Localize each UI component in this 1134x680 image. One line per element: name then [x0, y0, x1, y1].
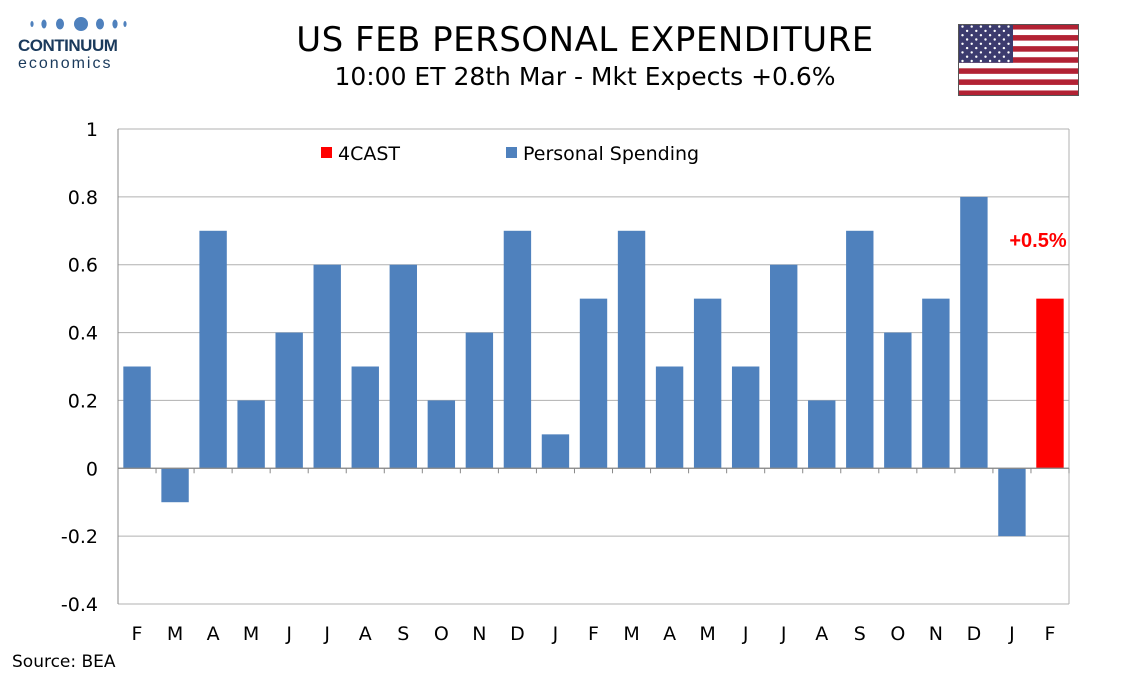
- continuum-logo: CONTINUUM economics: [12, 14, 137, 76]
- spending-bar: [389, 264, 417, 469]
- x-tick-label: N: [472, 623, 486, 645]
- x-tick-label: S: [854, 623, 866, 645]
- spending-bar: [579, 298, 608, 469]
- x-tick-label: J: [285, 623, 292, 645]
- y-tick-label: 0.6: [68, 255, 98, 277]
- y-tick-label: 0.8: [68, 187, 98, 209]
- spending-bar: [313, 264, 341, 469]
- spending-bar: [770, 264, 798, 469]
- x-tick-label: N: [929, 623, 943, 645]
- x-tick-label: M: [623, 623, 639, 645]
- y-tick-label: 0.2: [68, 390, 98, 412]
- spending-bar: [731, 366, 760, 469]
- spending-bar: [503, 230, 532, 469]
- logo-tagline: economics: [18, 55, 113, 72]
- spending-bar: [427, 400, 456, 469]
- x-tick-label: A: [815, 623, 828, 645]
- x-tick-label: J: [1008, 623, 1015, 645]
- spending-bar: [846, 230, 874, 469]
- logo-dots-icon: [30, 17, 127, 31]
- spending-bar: [275, 332, 303, 469]
- x-tick-label: M: [167, 623, 183, 645]
- spending-bar: [693, 298, 722, 469]
- logo-name: CONTINUUM: [18, 36, 118, 55]
- legend-swatch: [321, 147, 332, 158]
- spending-bar: [123, 366, 151, 469]
- spending-bar: [922, 298, 950, 469]
- x-tick-label: S: [397, 623, 409, 645]
- x-tick-label: J: [742, 623, 749, 645]
- x-tick-label: M: [699, 623, 715, 645]
- us-flag-icon: [958, 24, 1079, 96]
- spending-bar: [808, 400, 836, 469]
- x-tick-label: O: [890, 623, 905, 645]
- forecast-bar: [1036, 298, 1064, 469]
- x-tick-label: A: [207, 623, 220, 645]
- spending-bar: [237, 400, 265, 469]
- spending-bar: [541, 434, 570, 469]
- x-tick-label: J: [780, 623, 787, 645]
- forecast-annotation: +0.5%: [1009, 230, 1066, 252]
- spending-bar: [998, 468, 1026, 537]
- y-tick-label: -0.4: [61, 594, 98, 616]
- x-tick-label: M: [243, 623, 259, 645]
- spending-bar: [960, 196, 988, 469]
- x-tick-label: A: [359, 623, 372, 645]
- spending-bar: [161, 468, 189, 503]
- x-tick-label: F: [588, 623, 599, 645]
- x-tick-label: J: [552, 623, 559, 645]
- x-tick-label: J: [323, 623, 330, 645]
- chart-subtitle: 10:00 ET 28th Mar - Mkt Expects +0.6%: [334, 62, 836, 91]
- x-tick-label: F: [1045, 623, 1056, 645]
- x-tick-label: D: [967, 623, 982, 645]
- chart-title: US FEB PERSONAL EXPENDITURE: [296, 20, 874, 60]
- y-tick-label: 1: [86, 119, 98, 141]
- x-tick-label: F: [132, 623, 143, 645]
- x-tick-label: D: [510, 623, 525, 645]
- x-tick-label: O: [434, 623, 449, 645]
- spending-bar: [465, 332, 494, 469]
- spending-bar: [884, 332, 912, 469]
- spending-bar: [617, 230, 646, 469]
- legend-label: 4CAST: [338, 143, 400, 165]
- source-note: Source: BEA: [12, 652, 116, 672]
- y-tick-label: -0.2: [61, 526, 98, 548]
- x-tick-label: A: [663, 623, 676, 645]
- legend-label: Personal Spending: [523, 143, 699, 165]
- y-tick-label: 0: [86, 458, 98, 480]
- spending-bar: [199, 230, 227, 469]
- y-tick-label: 0.4: [68, 323, 98, 345]
- legend-swatch: [506, 147, 517, 158]
- spending-bar: [351, 366, 379, 469]
- spending-bar: [655, 366, 684, 469]
